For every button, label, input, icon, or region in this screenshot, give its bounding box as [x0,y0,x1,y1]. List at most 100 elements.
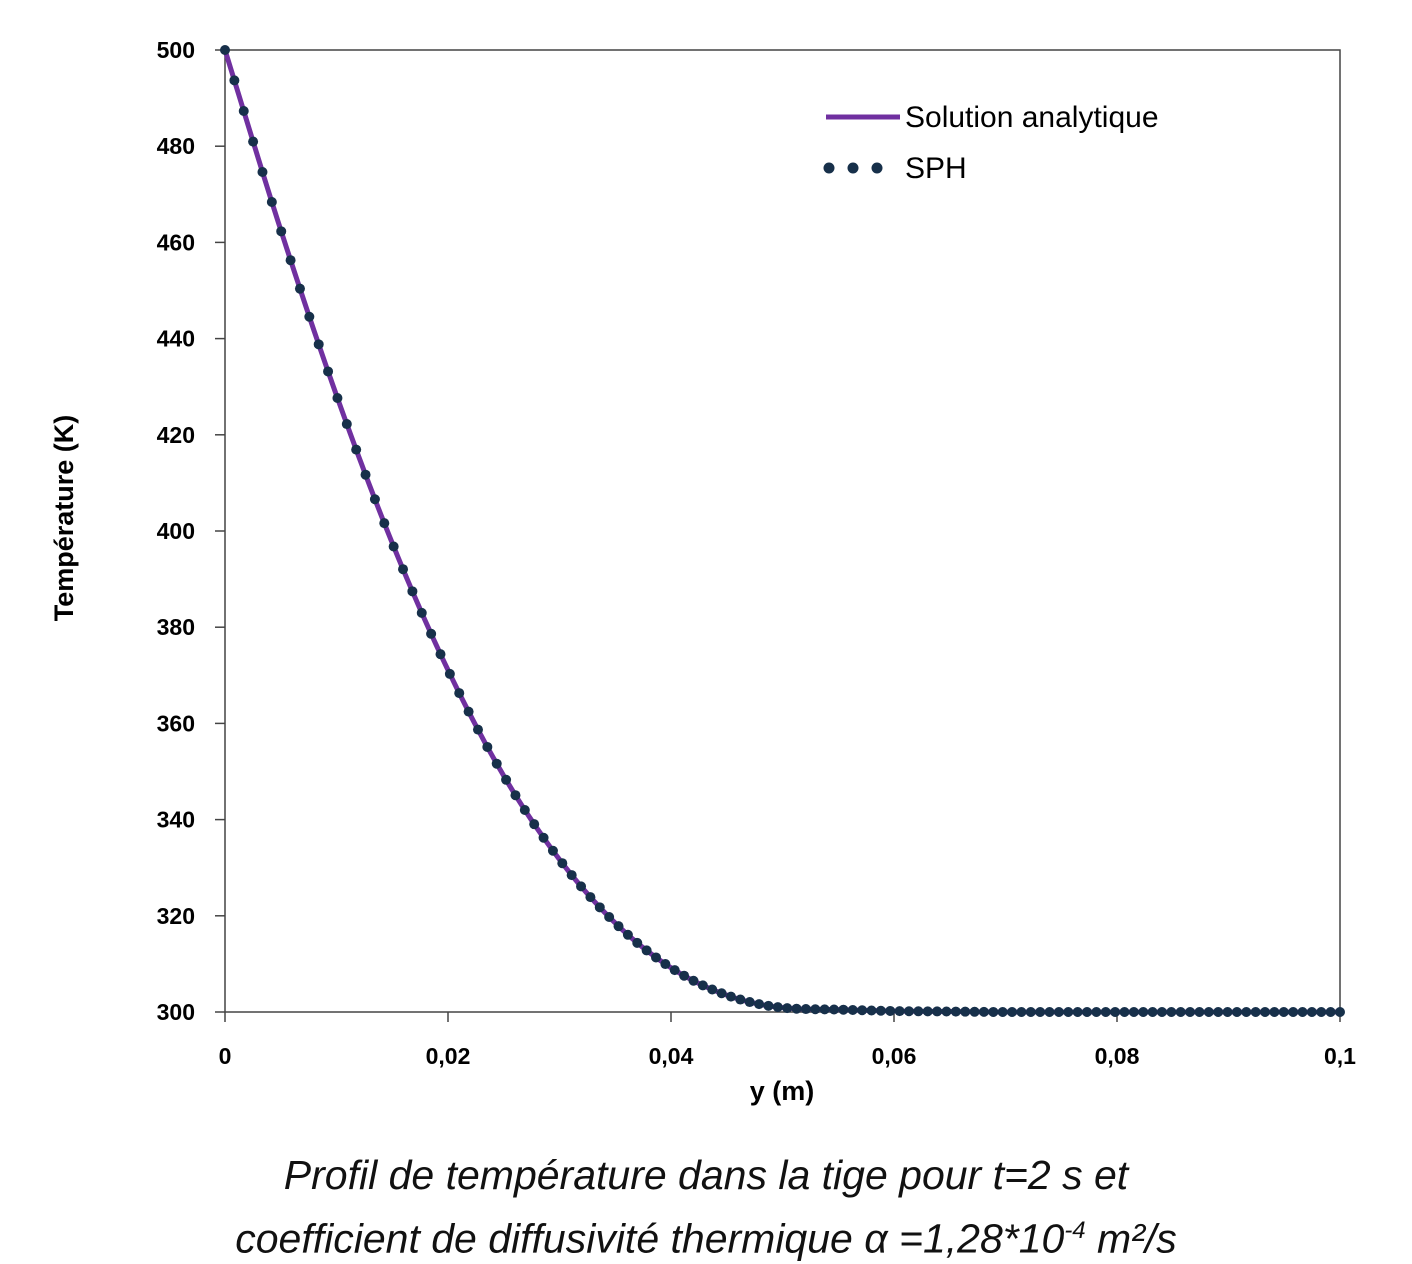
sph-marker [510,790,521,801]
x-tick-label: 0 [219,1043,232,1069]
sph-marker [1110,1007,1121,1017]
sph-marker [838,1004,849,1015]
sph-marker [763,1000,774,1011]
sph-marker [407,586,418,597]
sph-marker [1025,1007,1036,1017]
sph-marker [866,1005,877,1016]
sph-marker [557,858,568,869]
y-axis-ticks: 300 320 340 360 380 400 420 440 460 480 500 [157,37,225,1025]
sph-marker [1325,1007,1336,1017]
sph-marker [379,518,390,529]
sph-marker [1082,1007,1093,1017]
sph-marker [613,921,624,932]
y-tick-label: 320 [157,903,195,929]
sph-marker [304,311,315,322]
sph-marker [472,724,483,735]
sph-marker [501,774,512,785]
sph-marker [398,564,409,575]
sph-marker [847,1004,858,1015]
sph-marker [950,1006,961,1017]
sph-marker [482,741,493,752]
sph-marker [1306,1007,1317,1017]
sph-marker [416,607,427,618]
sph-marker [1316,1007,1327,1017]
sph-marker [388,541,399,552]
sph-marker [688,975,699,986]
sph-marker [1288,1007,1299,1017]
x-axis-ticks: 0 0,02 0,04 0,06 0,08 0,1 [219,1012,1356,1069]
sph-marker [641,945,652,956]
y-tick-label: 380 [157,614,195,640]
y-tick-label: 360 [157,710,195,736]
sph-marker [1241,1007,1252,1017]
x-tick-label: 0,08 [1095,1043,1140,1069]
sph-marker [229,75,240,86]
sph-marker [454,688,465,699]
sph-marker [1156,1007,1167,1017]
series-layer [220,45,1345,1017]
sph-marker [576,881,587,892]
sph-marker [463,706,474,717]
legend-swatch-sph-dot [847,162,859,174]
sph-marker [875,1005,886,1016]
y-tick-label: 500 [157,37,195,63]
sph-marker [351,444,362,455]
caption-line-2-text: coefficient de diffusivité thermique α =… [235,1215,1065,1262]
sph-marker [435,649,446,660]
sph-marker [791,1003,802,1014]
sph-marker [632,937,643,948]
sph-marker [1231,1007,1242,1017]
sph-marker [819,1004,830,1015]
sph-marker [1063,1007,1074,1017]
sph-marker [220,45,230,55]
sph-marker [782,1003,793,1014]
y-tick-label: 440 [157,326,195,352]
sph-marker [585,892,596,903]
sph-marker [369,494,380,505]
y-tick-label: 300 [157,999,195,1025]
sph-marker [1147,1007,1158,1017]
sph-marker [1119,1007,1130,1017]
x-tick-label: 0,1 [1324,1043,1356,1069]
sph-marker [857,1005,868,1016]
sph-marker [1297,1007,1308,1017]
sph-marker [744,997,755,1008]
sph-marker [941,1006,952,1017]
sph-marker [1016,1007,1027,1017]
sph-marker [1053,1007,1064,1017]
x-tick-label: 0,04 [649,1043,694,1069]
sph-marker [716,988,727,999]
legend-label-sph: SPH [905,152,967,185]
sph-marker [360,469,371,480]
sph-marker [332,392,343,403]
sph-marker [1044,1007,1055,1017]
sph-marker [725,991,736,1002]
sph-marker [313,339,324,350]
sph-marker [266,196,277,207]
legend-label-analytique: Solution analytique [905,101,1159,134]
sph-marker [1260,1007,1271,1017]
figure-caption-line-1: Profil de température dans la tige pour … [283,1152,1129,1198]
sph-marker [519,804,530,815]
sph-marker [1278,1007,1289,1017]
y-tick-label: 420 [157,422,195,448]
sph-marker [1091,1007,1102,1017]
sph-marker [1035,1007,1046,1017]
sph-marker [922,1006,933,1017]
sph-marker [697,980,708,991]
y-axis-title: Température (K) [49,415,79,622]
sph-marker [341,419,352,430]
x-axis-title: y (m) [750,1076,815,1106]
sph-marker [1128,1007,1139,1017]
sph-marker [885,1005,896,1016]
plot-area-frame [224,49,1341,1013]
sph-marker [238,106,249,117]
sph-marker [707,984,718,995]
sph-marker [1072,1007,1083,1017]
y-tick-label: 480 [157,133,195,159]
sph-marker [903,1006,914,1017]
figure-caption-line-2: coefficient de diffusivité thermique α =… [0,1206,1412,1264]
caption-exponent: -4 [1064,1217,1086,1244]
sph-marker [538,832,549,843]
sph-marker [1269,1007,1280,1017]
